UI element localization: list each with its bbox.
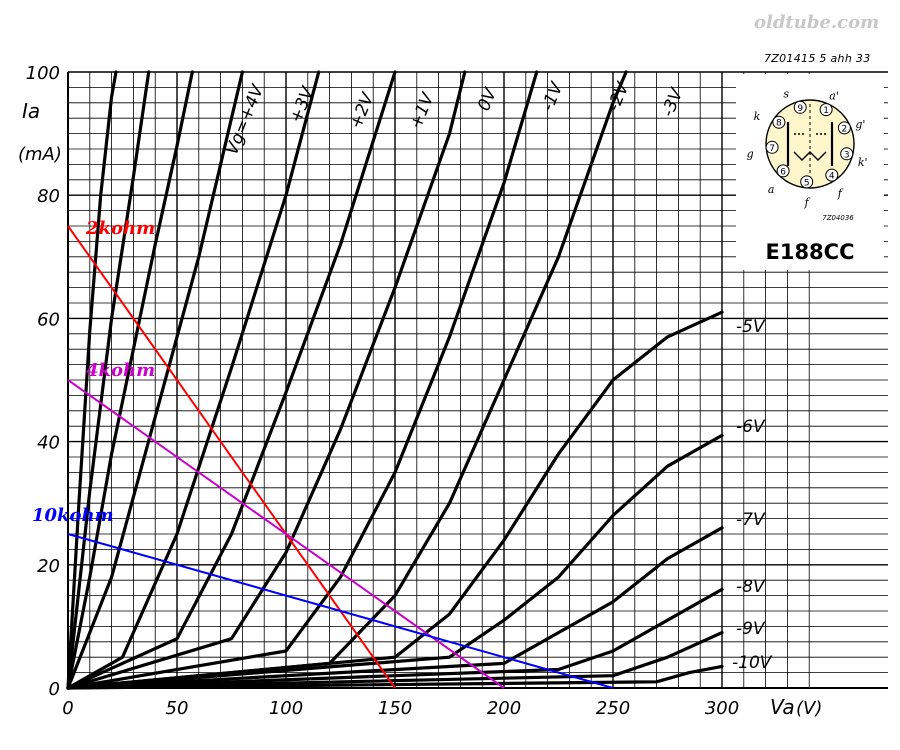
pin-8	[772, 115, 786, 129]
characteristic-curves	[66, 70, 724, 690]
curve-label: +1V	[406, 89, 439, 132]
y-tick-label: 80	[37, 186, 60, 207]
curve--3V	[66, 70, 539, 690]
heater	[793, 151, 827, 161]
watermark: oldtube.com	[754, 12, 880, 33]
curve--10V	[66, 664, 724, 690]
pin-number: 3	[844, 150, 850, 160]
x-tick-label: 300	[705, 698, 739, 719]
curve-+1V	[66, 70, 244, 690]
x-axis-label-unit: (V)	[796, 698, 822, 719]
curve--9V	[66, 631, 724, 690]
x-tick-label: 0	[62, 698, 73, 719]
curve--1V	[66, 70, 397, 690]
curve-0V	[66, 70, 321, 690]
curve-label: -10V	[732, 653, 773, 673]
curve--8V	[66, 587, 724, 690]
y-axis-label-symbol: Ia	[22, 99, 40, 123]
curve-label: -6V	[736, 417, 766, 437]
y-tick-label: 20	[37, 556, 60, 577]
curve-label: -8V	[736, 577, 766, 597]
curve-label: Vg=+4V	[222, 81, 269, 158]
y-axis-label-unit: (mA)	[18, 144, 62, 165]
load-line-label: 2kohm	[85, 218, 155, 239]
curve-+3V	[66, 70, 151, 690]
load-line-10kohm	[67, 533, 614, 689]
pin-5	[800, 175, 814, 189]
figure-code: 7Z01415 5 ahh 33	[764, 52, 871, 65]
curve-label: -7V	[736, 510, 766, 530]
pin-number: 6	[780, 167, 786, 177]
curve-+2V	[66, 70, 194, 690]
y-tick-label: 100	[26, 63, 60, 84]
load-line-label: 4kohm	[86, 360, 155, 381]
pin-1	[819, 103, 833, 117]
pin-6	[776, 164, 790, 178]
curve-label: -2V	[604, 79, 634, 114]
x-tick-label: 50	[166, 698, 189, 719]
curve-label: 0V	[474, 84, 501, 114]
curve--7V	[66, 526, 724, 690]
pin-label: k	[754, 110, 761, 123]
x-tick-label: 200	[487, 698, 521, 719]
x-tick-label: 250	[596, 698, 630, 719]
curve--5V	[66, 310, 724, 690]
curve-label: -3V	[658, 85, 688, 120]
pin-label: s	[783, 87, 789, 100]
curve-label: -1V	[538, 79, 568, 114]
pin-label: a'	[829, 90, 839, 103]
pinout-inset: 1 a' 2 g' 3 k' 4 f 5 f 6 a 7 g 8 k 9 s 7Z04036 E188CC	[736, 74, 884, 270]
pin-9	[793, 100, 807, 114]
pin-3	[840, 147, 854, 161]
pin-7	[765, 140, 779, 154]
curve--2V	[66, 70, 467, 690]
pin-number: 8	[776, 119, 782, 129]
load-lines	[67, 225, 614, 689]
y-tick-label: 60	[37, 309, 60, 330]
curve-label: -5V	[736, 317, 766, 337]
y-tick-label: 0	[49, 679, 60, 700]
curve--6V	[66, 433, 724, 690]
x-tick-label: 150	[378, 698, 412, 719]
y-tick-label: 40	[37, 433, 60, 454]
diagram-code: 7Z04036	[822, 214, 854, 222]
pin-label: f	[804, 196, 811, 209]
pin-label: a	[768, 183, 775, 196]
x-axis-label-symbol: Va	[770, 695, 795, 719]
load-line-label: 10kohm	[32, 505, 114, 526]
tube-name: E188CC	[765, 240, 855, 264]
pin-number: 2	[842, 124, 848, 134]
curve-label: -9V	[736, 619, 766, 639]
pin-number: 5	[804, 178, 810, 188]
pin-number: 1	[823, 106, 829, 116]
pin-number: 4	[829, 172, 835, 182]
x-tick-label: 100	[269, 698, 303, 719]
pin-number: 9	[797, 104, 803, 114]
pin-label: g	[747, 147, 754, 160]
pin-number: 7	[769, 144, 775, 154]
pin-label: k'	[858, 156, 868, 169]
pin-4	[825, 168, 839, 182]
curve--4V	[66, 70, 628, 690]
pin-label: g'	[855, 118, 865, 131]
pin-label: f	[837, 187, 844, 200]
pin-2	[837, 121, 851, 135]
